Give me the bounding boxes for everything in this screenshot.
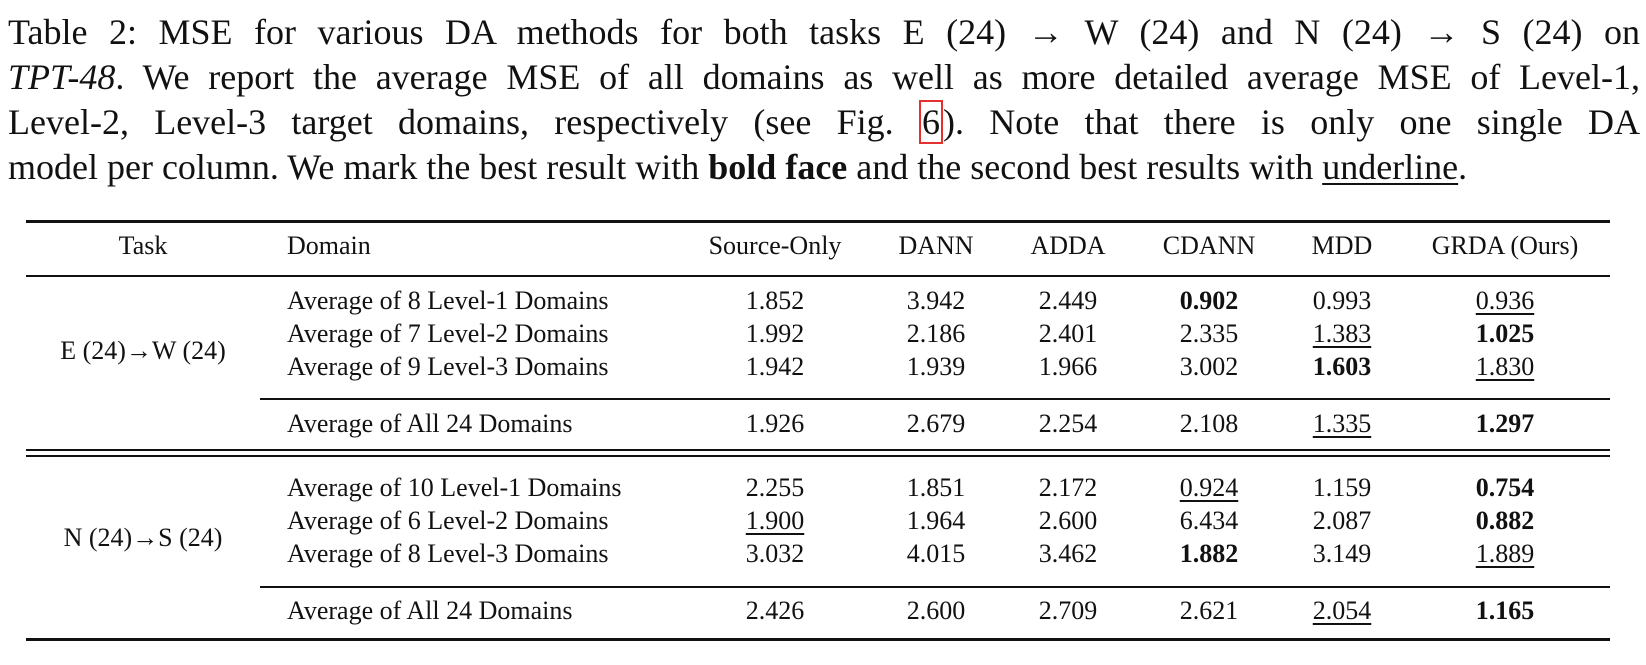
caption-line4-text-b: and the second best results with bbox=[847, 147, 1323, 187]
mse-value-cell: 1.830 bbox=[1475, 352, 1535, 381]
caption-line-4: model per column. We mark the best resul… bbox=[8, 145, 1640, 190]
mse-total-cell: 2.254 bbox=[1038, 409, 1098, 438]
caption-line2-text: . We report the average MSE of all domai… bbox=[115, 57, 1640, 97]
mse-total-cell: 1.297 bbox=[1475, 409, 1535, 438]
mse-value-cell: 3.032 bbox=[745, 539, 805, 568]
mse-value-cell: 2.186 bbox=[906, 319, 966, 348]
domain-label: Average of 8 Level-3 Domains bbox=[287, 539, 609, 568]
mse-value-cell: 1.900 bbox=[745, 506, 805, 535]
mse-value-cell: 0.993 bbox=[1312, 286, 1372, 315]
mse-value-cell: 1.882 bbox=[1179, 539, 1239, 568]
header-grda: GRDA (Ours) bbox=[1431, 231, 1579, 260]
mse-value-cell: 1.603 bbox=[1312, 352, 1372, 381]
mse-value-cell: 2.600 bbox=[1038, 506, 1098, 535]
mse-value-cell: 1.992 bbox=[745, 319, 805, 348]
mse-total-cell: 2.621 bbox=[1179, 596, 1239, 625]
mse-value-cell: 3.002 bbox=[1179, 352, 1239, 381]
mse-value-cell: 1.939 bbox=[906, 352, 966, 381]
mse-total-cell: 2.679 bbox=[906, 409, 966, 438]
caption-line4-text-c: . bbox=[1458, 147, 1468, 187]
task-label: N (24)→S (24) bbox=[63, 523, 223, 552]
mse-value-cell: 1.942 bbox=[745, 352, 805, 381]
mse-total-cell: 1.926 bbox=[745, 409, 805, 438]
header-dann: DANN bbox=[898, 231, 974, 260]
domain-label: Average of 10 Level-1 Domains bbox=[287, 473, 622, 502]
table-caption: Table 2: MSE for various DA methods for … bbox=[8, 10, 1640, 190]
header-mdd: MDD bbox=[1311, 231, 1373, 260]
group-separator-rule bbox=[26, 455, 1610, 457]
mse-total-cell: 2.054 bbox=[1312, 596, 1372, 625]
total-row-rule bbox=[260, 586, 1610, 588]
mse-total-cell: 1.165 bbox=[1475, 596, 1535, 625]
mse-value-cell: 1.964 bbox=[906, 506, 966, 535]
header-rule bbox=[26, 275, 1610, 277]
mse-value-cell: 1.851 bbox=[906, 473, 966, 502]
mse-value-cell: 0.754 bbox=[1475, 473, 1535, 502]
total-domain-label: Average of All 24 Domains bbox=[287, 409, 573, 438]
caption-line-2: TPT-48. We report the average MSE of all… bbox=[8, 55, 1640, 100]
mse-value-cell: 2.401 bbox=[1038, 319, 1098, 348]
header-domain: Domain bbox=[287, 231, 371, 260]
mse-value-cell: 2.335 bbox=[1179, 319, 1239, 348]
header-task: Task bbox=[118, 231, 168, 260]
mse-value-cell: 0.936 bbox=[1475, 286, 1535, 315]
figure-reference-link[interactable]: 6 bbox=[918, 100, 943, 144]
mse-total-cell: 2.108 bbox=[1179, 409, 1239, 438]
mse-value-cell: 1.966 bbox=[1038, 352, 1098, 381]
mse-value-cell: 3.149 bbox=[1312, 539, 1372, 568]
caption-prefix: Table 2: MSE for various DA methods for … bbox=[8, 12, 1640, 52]
mse-value-cell: 1.889 bbox=[1475, 539, 1535, 568]
mse-value-cell: 2.087 bbox=[1312, 506, 1372, 535]
mse-value-cell: 3.462 bbox=[1038, 539, 1098, 568]
mse-total-cell: 2.600 bbox=[906, 596, 966, 625]
total-row-rule bbox=[260, 398, 1610, 400]
domain-label: Average of 8 Level-1 Domains bbox=[287, 286, 609, 315]
caption-underline-word: underline bbox=[1322, 147, 1459, 187]
mse-value-cell: 0.902 bbox=[1179, 286, 1239, 315]
caption-line3-text-a: Level-2, Level-3 target domains, respect… bbox=[8, 102, 919, 142]
domain-label: Average of 9 Level-3 Domains bbox=[287, 352, 609, 381]
caption-line4-text-a: model per column. We mark the best resul… bbox=[8, 147, 709, 187]
mse-value-cell: 1.025 bbox=[1475, 319, 1535, 348]
table-bottom-rule bbox=[26, 638, 1610, 641]
domain-label: Average of 6 Level-2 Domains bbox=[287, 506, 609, 535]
mse-value-cell: 2.255 bbox=[745, 473, 805, 502]
mse-value-cell: 1.852 bbox=[745, 286, 805, 315]
mse-total-cell: 1.335 bbox=[1312, 409, 1372, 438]
mse-value-cell: 1.383 bbox=[1312, 319, 1372, 348]
caption-line-1: Table 2: MSE for various DA methods for … bbox=[8, 10, 1640, 55]
mse-total-cell: 2.709 bbox=[1038, 596, 1098, 625]
table-top-rule bbox=[26, 220, 1610, 223]
header-source-only: Source-Only bbox=[708, 231, 842, 260]
caption-line3-text-b: ). Note that there is only one single DA bbox=[942, 102, 1640, 142]
mse-value-cell: 2.172 bbox=[1038, 473, 1098, 502]
header-adda: ADDA bbox=[1030, 231, 1106, 260]
domain-label: Average of 7 Level-2 Domains bbox=[287, 319, 609, 348]
caption-line-3: Level-2, Level-3 target domains, respect… bbox=[8, 100, 1640, 145]
mse-value-cell: 4.015 bbox=[906, 539, 966, 568]
mse-value-cell: 2.449 bbox=[1038, 286, 1098, 315]
mse-total-cell: 2.426 bbox=[745, 596, 805, 625]
mse-value-cell: 6.434 bbox=[1179, 506, 1239, 535]
mse-value-cell: 0.924 bbox=[1179, 473, 1239, 502]
task-label: E (24)→W (24) bbox=[60, 336, 226, 365]
mse-value-cell: 3.942 bbox=[906, 286, 966, 315]
group-separator-rule bbox=[26, 449, 1610, 451]
caption-dataset-name: TPT-48 bbox=[8, 57, 116, 97]
mse-value-cell: 1.159 bbox=[1312, 473, 1372, 502]
mse-value-cell: 0.882 bbox=[1475, 506, 1535, 535]
caption-bold-word: bold face bbox=[708, 147, 848, 187]
header-cdann: CDANN bbox=[1162, 231, 1256, 260]
total-domain-label: Average of All 24 Domains bbox=[287, 596, 573, 625]
